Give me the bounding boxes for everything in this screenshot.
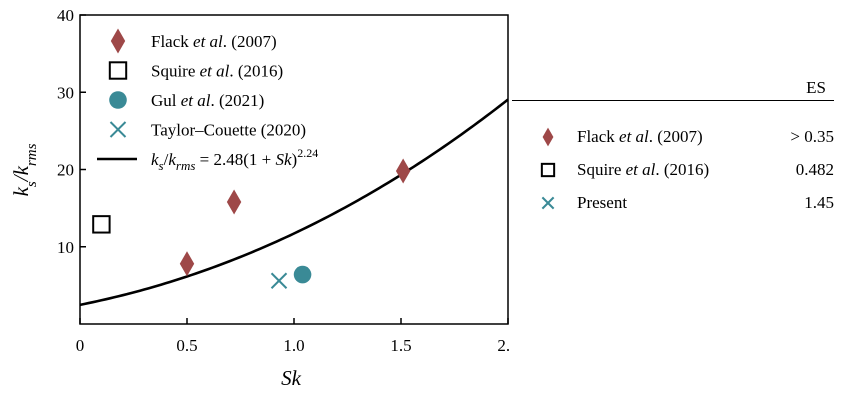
legend-entry-label: Squire et al. (2016) [151, 62, 283, 81]
legend-marker [110, 28, 126, 54]
legend-entry-label: Gul et al. (2021) [151, 91, 264, 110]
table-body: Flack et al. (2007) > 0.35 Squire et al. (… [512, 119, 834, 218]
legend-entry-label: Flack et al. (2007) [151, 32, 277, 51]
data-point [226, 189, 242, 215]
table-row-es-value: 1.45 [804, 193, 834, 212]
legend-marker [109, 91, 127, 109]
es-column-header: ES [806, 78, 826, 97]
open-square-marker [540, 162, 556, 178]
legend-fit-label: ks/krms = 2.48(1 + Sk)2.24 [151, 146, 318, 173]
y-tick-label: 10 [57, 238, 74, 257]
scatter-plot: 0 0.5 1.0 1.5 2.0 10 20 30 40 Flack et al. (2007… [9, 6, 510, 390]
legend-marker [108, 61, 128, 80]
table-row-label: Present [577, 193, 628, 212]
diamond-marker [542, 127, 554, 147]
y-axis-label: ks/krms [9, 143, 40, 196]
y-tick-label: 20 [57, 161, 74, 180]
table-row-label: Squire et al. (2016) [577, 160, 710, 179]
data-point [395, 158, 411, 184]
axes: 0 0.5 1.0 1.5 2.0 10 20 30 40 [57, 6, 510, 355]
table-header: ES [512, 78, 834, 101]
x-tick-label: 2.0 [497, 336, 510, 355]
table-row-es-value: > 0.35 [790, 127, 834, 146]
plot-frame [79, 14, 509, 325]
table-row-marker [540, 162, 556, 178]
legend-marker [109, 121, 127, 138]
data-points [92, 158, 411, 289]
x-tick-label: 1.5 [390, 336, 411, 355]
x-marker-stroke [109, 121, 127, 138]
table-row-label: Flack et al. (2007) [577, 127, 703, 146]
y-tick-label: 40 [57, 6, 74, 25]
axis-labels: Sk ks/krms [9, 143, 302, 390]
table-row-marker [541, 196, 555, 210]
x-marker-stroke [541, 196, 555, 210]
data-point [293, 265, 312, 284]
data-point [270, 272, 288, 289]
y-tick-label: 30 [57, 83, 74, 102]
fit-line [79, 98, 509, 307]
table-row: Flack et al. (2007) > 0.35 [512, 119, 834, 152]
x-tick-label: 1.0 [283, 336, 304, 355]
x-tick-label: 0 [76, 336, 85, 355]
table-row-marker [542, 127, 554, 147]
table-row-es-value: 0.482 [795, 160, 834, 179]
es-table: ES Flack et al. (2007) > 0.35 Squire et al… [512, 78, 834, 218]
legend: Flack et al. (2007) Squire et al. (2016) G… [97, 28, 318, 173]
x-axis-label: Sk [281, 366, 302, 390]
x-marker [541, 196, 555, 210]
data-point [92, 215, 111, 234]
x-marker-stroke [270, 272, 288, 289]
x-tick-label: 0.5 [176, 336, 197, 355]
data-point [179, 251, 195, 277]
fit-line-group [79, 98, 509, 307]
legend-entry-label: Taylor–Couette (2020) [151, 121, 306, 140]
table-row: Present 1.45 [512, 185, 834, 218]
table-row: Squire et al. (2016) 0.482 [512, 152, 834, 185]
